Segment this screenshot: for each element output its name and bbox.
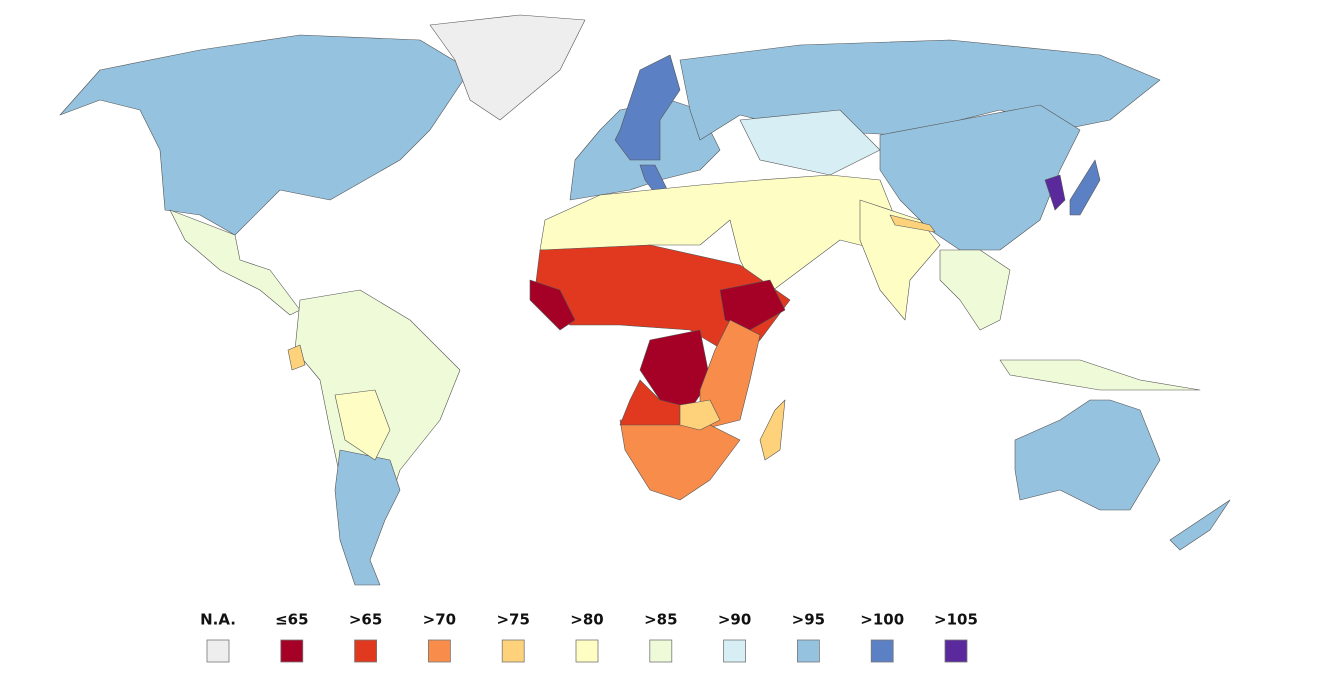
southern-africa	[619, 419, 741, 501]
korea	[1044, 174, 1066, 211]
japan	[1069, 159, 1101, 216]
legend-label: >80	[570, 611, 603, 629]
central-america	[169, 209, 301, 316]
ethiopia	[719, 279, 786, 331]
legend-label: >85	[644, 611, 677, 629]
legend-label: >100	[860, 611, 904, 629]
greenland	[429, 14, 586, 121]
nepal	[889, 214, 936, 233]
legend: N.A. ≤65 >65 >70 >75 >80 >85 >90 >95 >100 >105	[200, 611, 978, 663]
bolivia	[334, 389, 391, 461]
legend-swatch	[206, 639, 230, 663]
legend-swatch	[870, 639, 894, 663]
legend-swatch	[797, 639, 820, 663]
legend-label: ≤65	[275, 611, 308, 629]
legend-swatch	[575, 639, 599, 663]
australia	[1014, 399, 1161, 511]
east-africa	[699, 319, 761, 431]
southeast-asia	[939, 249, 1011, 331]
legend-label: >65	[349, 611, 382, 629]
west-africa	[529, 279, 576, 331]
argentina	[334, 449, 401, 586]
ecuador	[287, 344, 306, 371]
legend-swatch	[723, 639, 746, 663]
legend-label: >105	[934, 611, 978, 629]
zambia	[679, 399, 721, 431]
new-zealand	[1169, 499, 1231, 551]
legend-swatch	[649, 639, 673, 663]
legend-label: >95	[792, 611, 825, 629]
legend-swatch	[427, 639, 451, 663]
legend-label: >90	[718, 611, 751, 629]
legend-swatch	[354, 639, 378, 663]
legend-swatch	[501, 639, 525, 663]
legend-swatch	[280, 639, 304, 663]
legend-label: >70	[423, 611, 456, 629]
north-america	[59, 34, 471, 236]
indonesia	[999, 359, 1201, 391]
legend-swatch	[944, 639, 968, 663]
madagascar	[759, 399, 786, 461]
scandinavia-germany	[614, 54, 681, 161]
china	[879, 104, 1081, 251]
legend-label: >75	[496, 611, 529, 629]
legend-label: N.A.	[200, 611, 236, 629]
regions	[59, 14, 1231, 586]
